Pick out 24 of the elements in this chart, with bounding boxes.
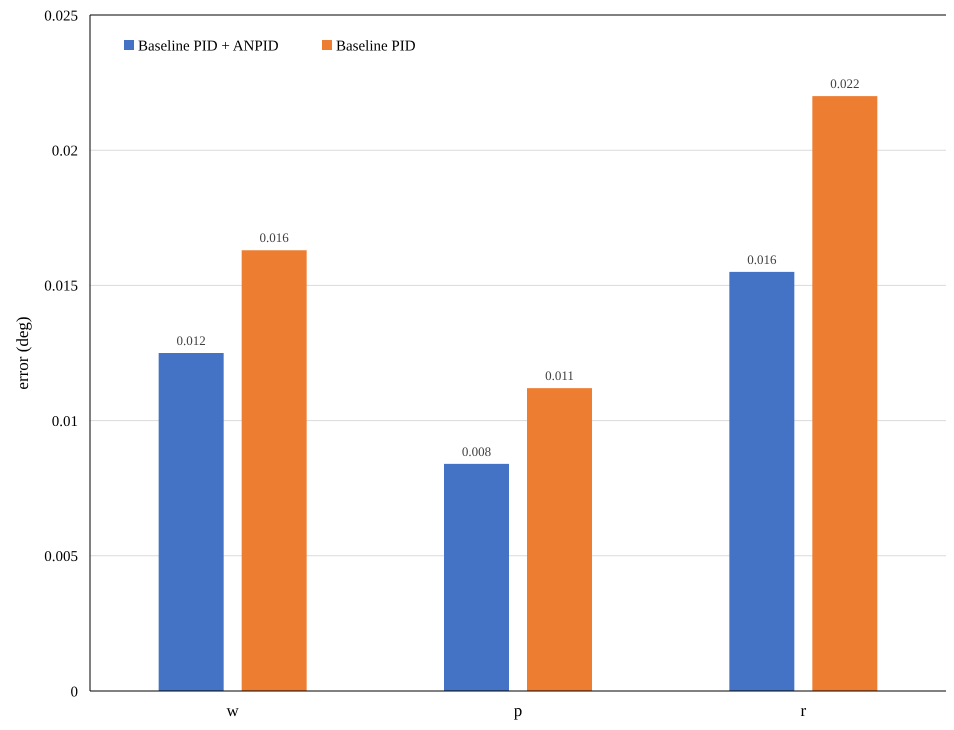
bar — [729, 272, 794, 691]
data-label: 0.008 — [462, 444, 492, 459]
y-tick-label: 0.005 — [44, 549, 78, 566]
data-label: 0.016 — [747, 252, 777, 267]
y-tick-label: 0.015 — [44, 278, 78, 295]
x-tick-label: r — [800, 701, 806, 720]
legend-label: Baseline PID — [336, 38, 416, 54]
data-label: 0.011 — [545, 368, 574, 384]
y-axis-title: error (deg) — [13, 316, 32, 390]
bar — [527, 388, 592, 691]
bar — [812, 96, 878, 691]
data-label: 0.016 — [260, 230, 290, 246]
y-tick-label: 0.025 — [44, 8, 78, 24]
y-tick-label: 0.01 — [52, 414, 78, 430]
data-label: 0.012 — [176, 333, 206, 348]
y-tick-label: 0.02 — [52, 143, 78, 160]
bar — [242, 250, 307, 691]
x-tick-label: w — [226, 701, 240, 720]
bar — [158, 353, 224, 691]
x-tick-label: p — [514, 701, 522, 720]
bar — [444, 464, 509, 691]
data-label: 0.022 — [830, 76, 860, 92]
y-tick-label: 0 — [70, 684, 78, 700]
legend-label: Baseline PID + ANPID — [138, 38, 279, 54]
